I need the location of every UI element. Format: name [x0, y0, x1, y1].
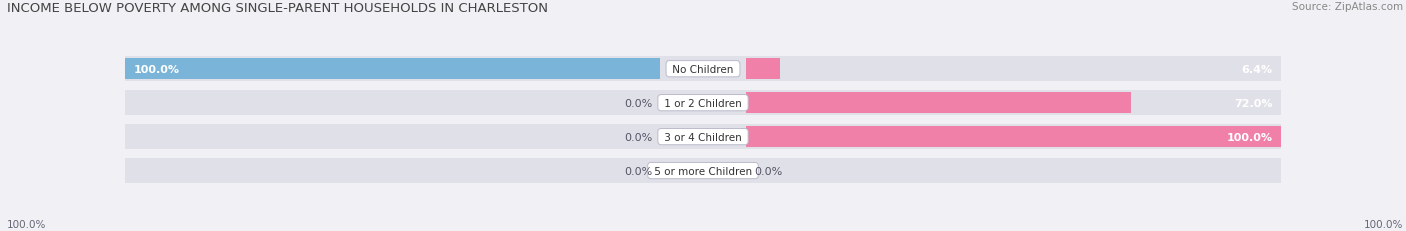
Text: 100.0%: 100.0% [1364, 219, 1403, 229]
Bar [745, 93, 1130, 114]
Text: 0.0%: 0.0% [754, 166, 782, 176]
Bar [745, 59, 780, 80]
Text: 100.0%: 100.0% [1227, 132, 1272, 142]
Bar [125, 59, 661, 80]
Text: 1 or 2 Children: 1 or 2 Children [661, 98, 745, 108]
Text: 5 or more Children: 5 or more Children [651, 166, 755, 176]
Text: 0.0%: 0.0% [624, 98, 652, 108]
Bar [125, 91, 1281, 116]
Bar [125, 57, 1281, 82]
Text: Source: ZipAtlas.com: Source: ZipAtlas.com [1292, 2, 1403, 12]
Text: 100.0%: 100.0% [134, 64, 179, 74]
Text: 0.0%: 0.0% [624, 166, 652, 176]
Text: 100.0%: 100.0% [7, 219, 46, 229]
Text: No Children: No Children [669, 64, 737, 74]
Text: 72.0%: 72.0% [1234, 98, 1272, 108]
Bar [125, 158, 1281, 183]
Bar [125, 125, 1281, 149]
Text: 6.4%: 6.4% [1241, 64, 1272, 74]
Bar [745, 127, 1281, 148]
Text: 3 or 4 Children: 3 or 4 Children [661, 132, 745, 142]
Text: 0.0%: 0.0% [624, 132, 652, 142]
Text: INCOME BELOW POVERTY AMONG SINGLE-PARENT HOUSEHOLDS IN CHARLESTON: INCOME BELOW POVERTY AMONG SINGLE-PARENT… [7, 2, 548, 15]
